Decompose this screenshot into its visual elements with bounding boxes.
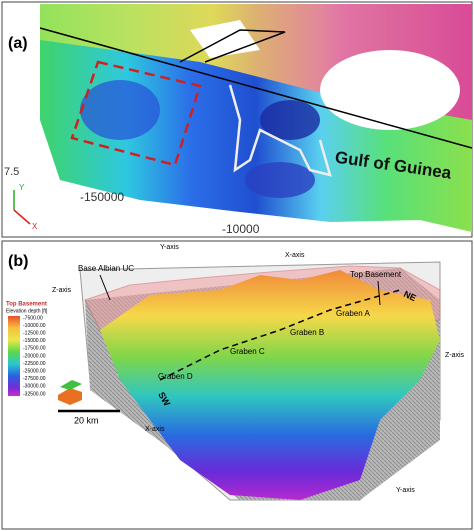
scale-label: 20 km: [74, 415, 99, 425]
axis-label: Y-axis: [160, 244, 179, 251]
legend-value: -10000.00: [23, 323, 46, 329]
legend-subtitle: Elevation depth [ft]: [6, 308, 48, 314]
colorbar: [8, 316, 20, 396]
axis-label: Y-axis: [396, 487, 415, 494]
annotation: Graben A: [336, 309, 370, 318]
legend-values: -7500.00 -10000.00 -12500.00-15000.00 -1750…: [23, 315, 46, 397]
profile-end: NE: [402, 289, 418, 303]
blob: [245, 162, 315, 198]
annotation: Base Albian UC: [78, 264, 134, 273]
legend-value: -32500.00: [23, 391, 46, 397]
arrow: [377, 280, 381, 306]
legend-title: Top Basement: [6, 302, 47, 308]
study-area: [70, 60, 202, 167]
legend-value: -27500.00: [23, 376, 46, 382]
legend-value: -12500.00: [23, 331, 46, 337]
triad-label: X: [32, 222, 38, 231]
panel-b: (b) Y-axis X-axis Base Albian UC Top Bas…: [1, 240, 473, 530]
annotation: Top Basement: [350, 270, 402, 279]
legend-value: -20000.00: [23, 353, 46, 359]
legend-value: -25000.00: [23, 369, 46, 375]
boundary: [228, 84, 332, 177]
axis-label: X-axis: [145, 426, 165, 433]
triad-label: Y: [19, 183, 25, 192]
blob: [260, 100, 320, 140]
panel-label: (a): [8, 35, 28, 52]
arrow: [99, 274, 111, 301]
panel-a: (a) Gulf of Guinea 7.5 -150000 -10000 Y …: [1, 1, 473, 238]
axis-label: -150000: [80, 190, 124, 204]
blob: [80, 80, 160, 140]
annotation: Graben B: [290, 328, 324, 337]
annotation: Graben D: [158, 372, 193, 381]
legend-value: -22500.00: [23, 361, 46, 367]
data-gap: [320, 50, 460, 130]
profile-line: [159, 289, 401, 381]
legend-value: -15000.00: [23, 338, 46, 344]
legend-value: -7500.00: [23, 315, 43, 321]
outline: [179, 29, 286, 63]
panel-label: (b): [8, 253, 28, 270]
axis-label: Z-axis: [445, 352, 465, 359]
legend-value: -17500.00: [23, 346, 46, 352]
legend-value: -30000.00: [23, 384, 46, 390]
axis-label: X-axis: [285, 252, 305, 259]
axis-label: -10000: [222, 222, 260, 236]
profile-line: [39, 27, 473, 149]
axis-label: 7.5: [4, 166, 19, 178]
annotation: Graben C: [230, 347, 265, 356]
triad-x: [13, 209, 31, 225]
axis-label: Z-axis: [52, 287, 72, 294]
basement-surface: [100, 270, 440, 500]
orientation-icon: [58, 388, 82, 405]
orientation-icon: [60, 380, 82, 390]
